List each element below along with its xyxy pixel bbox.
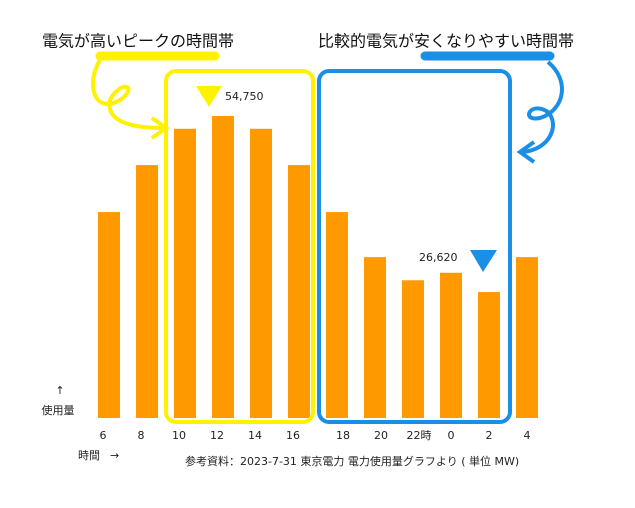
source-note: 参考資料：2023-7-31 東京電力 電力使用量グラフより ( 単位 MW) bbox=[185, 454, 519, 468]
bar bbox=[516, 257, 538, 418]
offpeak-box bbox=[317, 69, 512, 424]
bar bbox=[250, 128, 272, 418]
value-label: 54,750 bbox=[225, 90, 264, 103]
y-axis-label: 使用量 bbox=[42, 404, 75, 417]
bar bbox=[326, 212, 348, 418]
peak-title: 電気が高いピークの時間帯 bbox=[42, 32, 234, 51]
offpeak-arrow bbox=[521, 60, 564, 154]
x-tick-label: 18 bbox=[336, 429, 350, 442]
y-axis-arrow: ↑ bbox=[55, 384, 64, 397]
bar bbox=[174, 128, 196, 418]
peak-triangle bbox=[196, 86, 222, 107]
x-tick-label: 20 bbox=[374, 429, 388, 442]
bar bbox=[478, 292, 500, 418]
peak-arrow bbox=[90, 58, 166, 130]
bar bbox=[364, 257, 386, 418]
x-tick-label: 4 bbox=[524, 429, 531, 442]
bar bbox=[402, 280, 424, 418]
x-tick-label: 16 bbox=[286, 429, 300, 442]
x-tick-label: 10 bbox=[172, 429, 186, 442]
peak-box bbox=[164, 69, 315, 424]
offpeak-arrow-head bbox=[516, 140, 536, 164]
x-tick-label: 14 bbox=[248, 429, 262, 442]
bar bbox=[136, 165, 158, 418]
bar bbox=[98, 212, 120, 418]
x-axis-arrow: → bbox=[110, 449, 119, 462]
offpeak-title: 比較的電気が安くなりやすい時間帯 bbox=[318, 32, 574, 51]
x-tick-label: 12 bbox=[210, 429, 224, 442]
value-label: 26,620 bbox=[419, 251, 458, 264]
x-tick-label: 6 bbox=[100, 429, 107, 442]
x-axis-label: 時間 bbox=[78, 449, 100, 462]
x-tick-label: 8 bbox=[138, 429, 145, 442]
min-triangle bbox=[470, 250, 497, 272]
x-tick-label: 2 bbox=[486, 429, 493, 442]
x-tick-label: 0 bbox=[448, 429, 455, 442]
bar bbox=[440, 272, 462, 418]
bar bbox=[288, 165, 310, 418]
bar bbox=[212, 115, 234, 419]
x-tick-label: 22時 bbox=[407, 429, 432, 442]
